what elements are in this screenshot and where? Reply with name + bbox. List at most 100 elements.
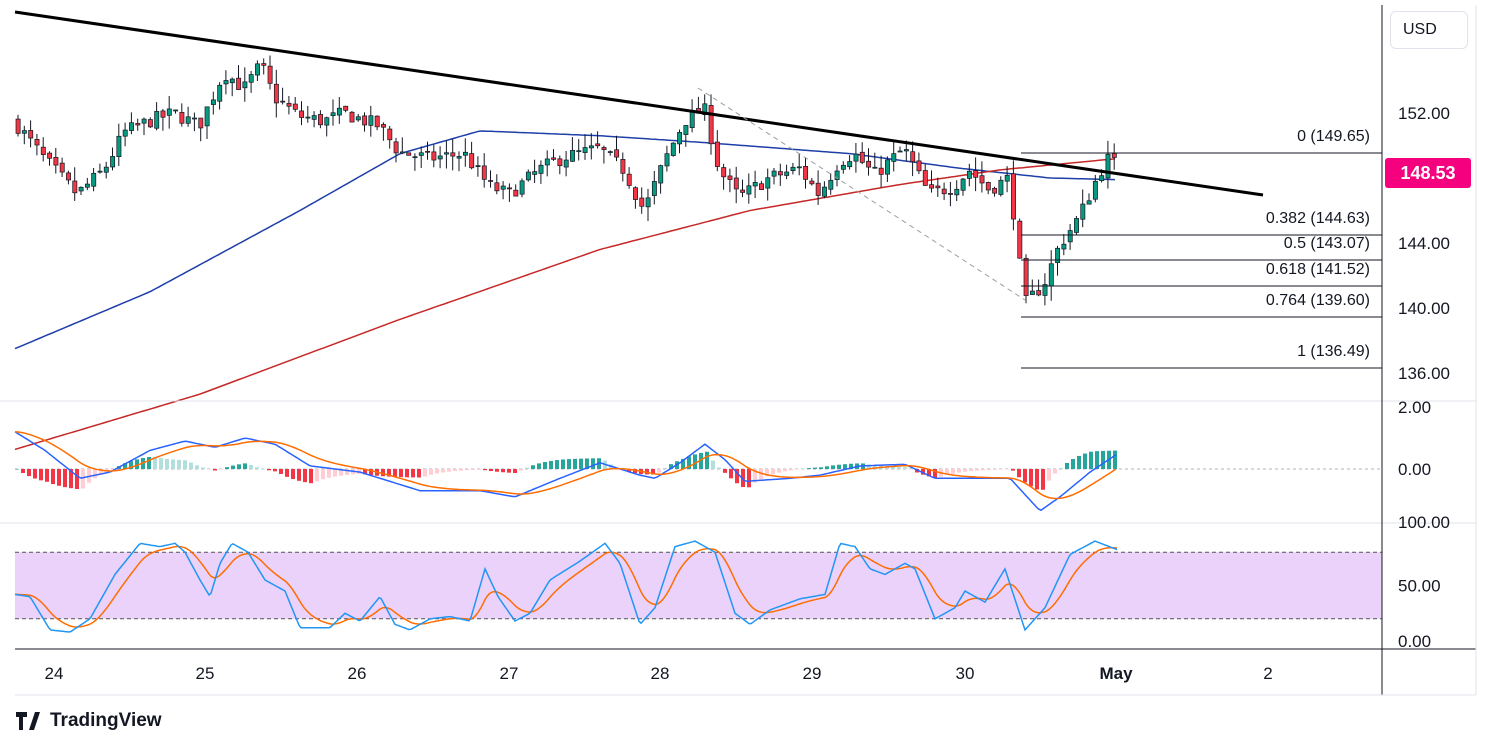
candle-body [299, 110, 305, 118]
candle-body [110, 156, 116, 168]
macd-histogram-bar [465, 469, 469, 471]
candle [393, 137, 399, 163]
price-tick-label: 152.00 [1398, 104, 1450, 123]
candle-body [897, 150, 903, 153]
brand[interactable]: TradingView [16, 710, 162, 732]
candle [91, 167, 97, 192]
macd-histogram-bar [483, 469, 487, 471]
price-tick-label: 140.00 [1398, 299, 1450, 318]
candle [28, 120, 34, 148]
macd-histogram-bar [93, 469, 97, 479]
macd-histogram-bar [765, 469, 769, 477]
fib-level-label: 0.764 (139.60) [1266, 292, 1370, 309]
candle-body [626, 173, 632, 186]
candle-body [595, 143, 601, 147]
candle [122, 122, 128, 147]
candle [897, 146, 903, 153]
macd-histogram-bar [519, 469, 523, 471]
macd-histogram-bar [705, 451, 709, 469]
macd-histogram-bar [39, 469, 43, 481]
candle-body [519, 180, 525, 195]
candle-body [607, 151, 613, 153]
candle-body [185, 116, 191, 124]
macd-histogram-bar [1053, 469, 1057, 474]
stoch-k-line [14, 540, 1118, 633]
candle [469, 141, 475, 170]
candle [97, 163, 103, 174]
candle-body [1092, 180, 1098, 200]
candle-body [1074, 218, 1079, 233]
candle [229, 77, 235, 97]
candle [809, 177, 815, 186]
candle [689, 99, 695, 133]
currency-selector[interactable]: USD [1390, 11, 1468, 49]
candle [481, 153, 487, 188]
macd-histogram-bar [477, 469, 481, 470]
current-price-badge: 148.53 [1385, 158, 1471, 188]
candle-body [381, 124, 386, 128]
macd-histogram-bar [447, 469, 451, 472]
macd-histogram-bar [471, 469, 475, 470]
macd-histogram-bar [1017, 469, 1021, 478]
macd-histogram-bar [549, 460, 553, 469]
candle-body [740, 189, 746, 193]
candle [588, 133, 594, 160]
macd-histogram-bar [225, 467, 229, 469]
candle [752, 170, 758, 199]
candle-body [166, 108, 172, 116]
stoch-d-line [15, 545, 1118, 628]
macd-histogram-bar [747, 469, 751, 488]
macd-histogram-bar [1095, 451, 1099, 469]
candle [532, 159, 538, 184]
candle-body [173, 109, 179, 112]
candle-body [318, 114, 323, 126]
candle-body [1004, 174, 1010, 182]
macd-histogram-bar [165, 458, 169, 469]
candle-body [507, 187, 512, 190]
macd-histogram-bar [249, 464, 253, 469]
candle-body [822, 186, 827, 197]
candle-body [570, 149, 575, 162]
candle-body [343, 105, 349, 111]
candle [670, 142, 676, 157]
candle-body [355, 116, 361, 121]
macd-histogram-bar [579, 458, 583, 469]
candle-body [614, 149, 620, 158]
candle-body [651, 181, 657, 196]
macd-histogram-bar [1065, 463, 1069, 469]
candle [362, 112, 368, 132]
candle [368, 105, 374, 137]
macd-histogram-bar [429, 469, 433, 475]
macd-histogram-bar [339, 469, 343, 476]
current-price: 148.53 [1400, 162, 1456, 183]
stochastic-panel [14, 540, 1382, 633]
candle [21, 125, 27, 145]
candle-body [784, 171, 790, 176]
candle-body [979, 175, 985, 184]
macd-histogram-bar [273, 469, 277, 472]
macd-histogram-bar [1077, 455, 1081, 469]
macd-histogram-bar [783, 469, 787, 472]
candle [551, 149, 557, 161]
candle [878, 155, 884, 188]
candle-body [746, 185, 752, 195]
candle [935, 177, 941, 197]
macd-histogram-bar [825, 466, 829, 469]
candle-body [78, 186, 84, 192]
candle-body [160, 110, 166, 118]
macd-histogram-bar [957, 469, 961, 473]
candle-body [368, 115, 374, 126]
candle-body [878, 167, 884, 175]
candle [450, 138, 456, 171]
macd-histogram-bar [285, 469, 289, 477]
macd-histogram-bar [801, 468, 805, 470]
price-panel: 0 (149.65) 0.382 (144.63) 0.5 (143.07) 0.61… [14, 10, 1382, 451]
macd-histogram-bar [345, 469, 349, 475]
candle-body [141, 118, 147, 124]
candle [733, 166, 739, 204]
macd-histogram-bar [1035, 469, 1039, 490]
macd-panel [14, 431, 1382, 512]
macd-histogram-bar [849, 463, 853, 469]
macd-histogram-bar [69, 469, 73, 489]
